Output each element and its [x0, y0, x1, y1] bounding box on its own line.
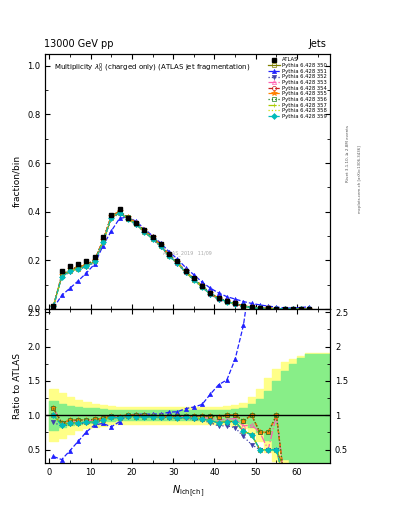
Text: 13000 GeV pp: 13000 GeV pp [44, 38, 113, 49]
Y-axis label: Ratio to ATLAS: Ratio to ATLAS [13, 353, 22, 419]
X-axis label: $N_{\rm lch[ch]}$: $N_{\rm lch[ch]}$ [172, 483, 204, 499]
Text: mcplots.cern.ch [arXiv:1306.3436]: mcplots.cern.ch [arXiv:1306.3436] [358, 145, 362, 213]
Text: Rivet 3.1.10, ≥ 2.8M events: Rivet 3.1.10, ≥ 2.8M events [346, 125, 350, 182]
Text: Multiplicity $\lambda_0^0$ (charged only) (ATLAS jet fragmentation): Multiplicity $\lambda_0^0$ (charged only… [54, 61, 250, 75]
Text: ATLAS_2019   11/09: ATLAS_2019 11/09 [163, 250, 212, 255]
Text: Jets: Jets [309, 38, 326, 49]
Legend: ATLAS, Pythia 6.428 350, Pythia 6.428 351, Pythia 6.428 352, Pythia 6.428 353, P: ATLAS, Pythia 6.428 350, Pythia 6.428 35… [267, 56, 327, 120]
Y-axis label: fraction/bin: fraction/bin [13, 155, 22, 207]
